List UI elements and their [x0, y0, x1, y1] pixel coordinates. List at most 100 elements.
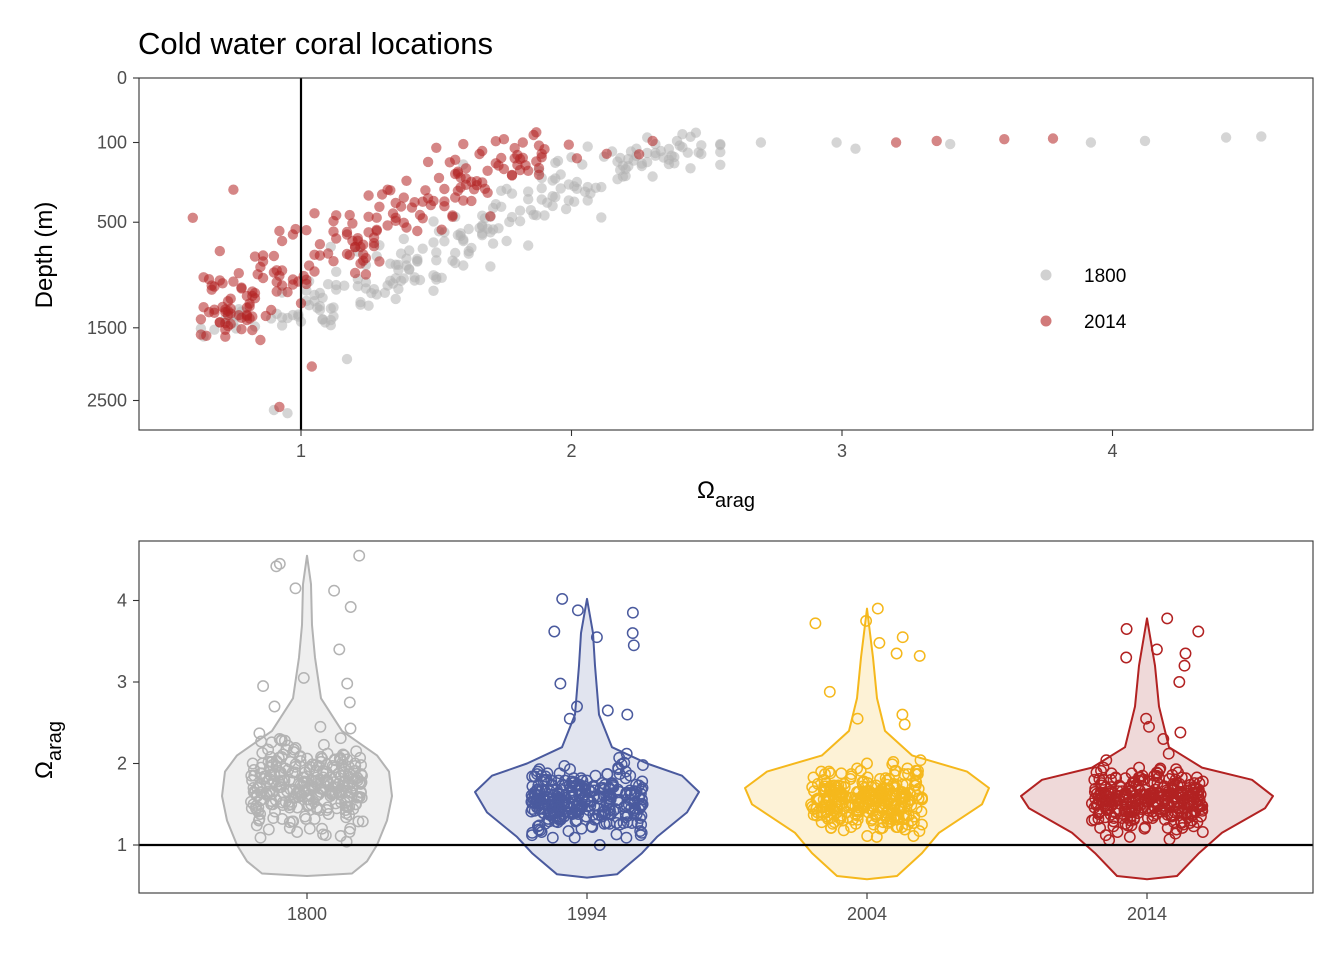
jitter-point-2014	[1167, 782, 1180, 794]
jitter-point-1994	[634, 825, 647, 838]
jitter-point-1800	[343, 696, 356, 709]
jitter-point-1800	[273, 557, 286, 570]
jitter-point-1800	[297, 671, 310, 684]
scatter-point-1800	[831, 137, 842, 148]
jitter-point-2014	[1097, 795, 1109, 807]
scatter-point-2014	[571, 153, 583, 164]
scatter-point-2014	[647, 135, 658, 147]
jitter-point-1800	[262, 743, 275, 756]
jitter-point-1800	[327, 761, 340, 774]
jitter-point-2004	[886, 758, 899, 771]
scatter-point-2014	[287, 274, 299, 285]
scatter-point-2014	[344, 209, 355, 221]
x-tick-label: 2014	[1127, 904, 1167, 924]
scatter-point-2014	[601, 148, 612, 159]
scatter-point-2014	[225, 308, 236, 319]
jitter-point-2004	[910, 802, 923, 815]
scatter-point-1800	[314, 301, 326, 312]
jitter-point-1994	[547, 799, 559, 812]
jitter-point-1994	[532, 779, 545, 792]
violin-y-ticks: 1 2 3 4	[117, 591, 139, 855]
scatter-point-2014	[187, 212, 198, 223]
jitter-point-2004	[857, 788, 870, 801]
jitter-point-2004	[820, 806, 833, 819]
jitter-point-1994	[556, 592, 569, 605]
scatter-point-1800	[1085, 137, 1097, 148]
scatter-point-1800	[945, 138, 956, 150]
scatter-point-2014	[436, 224, 447, 235]
scatter-point-1800	[317, 314, 328, 325]
scatter-point-1800	[696, 140, 707, 151]
jitter-point-1800	[300, 770, 313, 783]
scatter-point-2014	[349, 267, 361, 279]
scatter-point-1800	[455, 228, 466, 239]
scatter-point-2014	[257, 250, 269, 261]
scatter-point-2014	[458, 138, 469, 150]
jitter-point-2014	[1157, 733, 1170, 745]
jitter-point-1800	[328, 584, 341, 597]
scatter-point-2014	[450, 192, 461, 203]
jitter-point-2014	[1169, 806, 1181, 819]
jitter-point-1800	[310, 759, 323, 772]
scatter-point-2014	[490, 136, 501, 147]
scatter-point-1800	[317, 292, 328, 303]
jitter-point-1994	[531, 820, 544, 833]
jitter-point-1994	[570, 806, 583, 819]
scatter-point-1800	[523, 240, 534, 251]
scatter-point-1800	[496, 185, 507, 196]
jitter-point-1994	[624, 784, 636, 797]
scatter-y-axis-label: Depth (m)	[31, 202, 58, 309]
jitter-point-1800	[252, 814, 265, 827]
jitter-point-2004	[861, 757, 873, 770]
scatter-point-2014	[309, 266, 320, 277]
scatter-point-2014	[271, 286, 282, 297]
jitter-point-2004	[851, 762, 864, 775]
jitter-point-1800	[317, 738, 330, 751]
scatter-point-2014	[266, 304, 277, 316]
scatter-point-2014	[485, 211, 496, 222]
jitter-point-2014	[1183, 817, 1196, 829]
jitter-point-2014	[1088, 801, 1101, 814]
jitter-point-1994	[545, 774, 558, 787]
jitter-point-2014	[1094, 821, 1107, 834]
scatter-point-1800	[531, 210, 542, 221]
scatter-point-2014	[274, 270, 285, 281]
scatter-point-1800	[477, 210, 488, 221]
scatter-point-1800	[569, 196, 580, 207]
scatter-point-1800	[409, 275, 420, 286]
jitter-point-1800	[341, 800, 354, 813]
scatter-point-1800	[1256, 131, 1267, 142]
scatter-point-1800	[715, 159, 726, 170]
scatter-point-2014	[228, 276, 239, 287]
jitter-point-1800	[354, 786, 367, 798]
y-tick-label: 1500	[87, 318, 127, 338]
jitter-point-2014	[1191, 793, 1203, 806]
scatter-point-1800	[401, 260, 412, 271]
scatter-point-1800	[360, 277, 372, 288]
jitter-point-1994	[621, 708, 634, 721]
scatter-point-2014	[255, 261, 266, 273]
jitter-point-1994	[547, 808, 560, 820]
scatter-point-1800	[485, 261, 496, 272]
jitter-point-2004	[890, 647, 903, 660]
scatter-point-2014	[412, 225, 423, 237]
scatter-point-1800	[368, 284, 380, 295]
jitter-point-1800	[283, 821, 296, 834]
scatter-point-1800	[755, 137, 767, 148]
jitter-point-2014	[1165, 809, 1178, 822]
scatter-point-2014	[398, 192, 409, 203]
jitter-point-1800	[265, 736, 278, 749]
jitter-point-1800	[275, 774, 288, 787]
jitter-point-1994	[546, 831, 559, 844]
jitter-point-2004	[895, 793, 908, 806]
y-tick-label: 4	[117, 591, 127, 611]
jitter-point-2004	[837, 824, 850, 837]
jitter-point-1994	[539, 817, 552, 830]
jitter-point-1800	[334, 732, 347, 745]
scatter-point-2014	[498, 163, 510, 175]
jitter-point-1994	[528, 804, 541, 817]
jitter-point-1994	[598, 817, 611, 830]
jitter-point-1994	[589, 769, 602, 782]
jitter-point-2014	[1150, 643, 1163, 656]
jitter-point-2004	[825, 821, 837, 834]
